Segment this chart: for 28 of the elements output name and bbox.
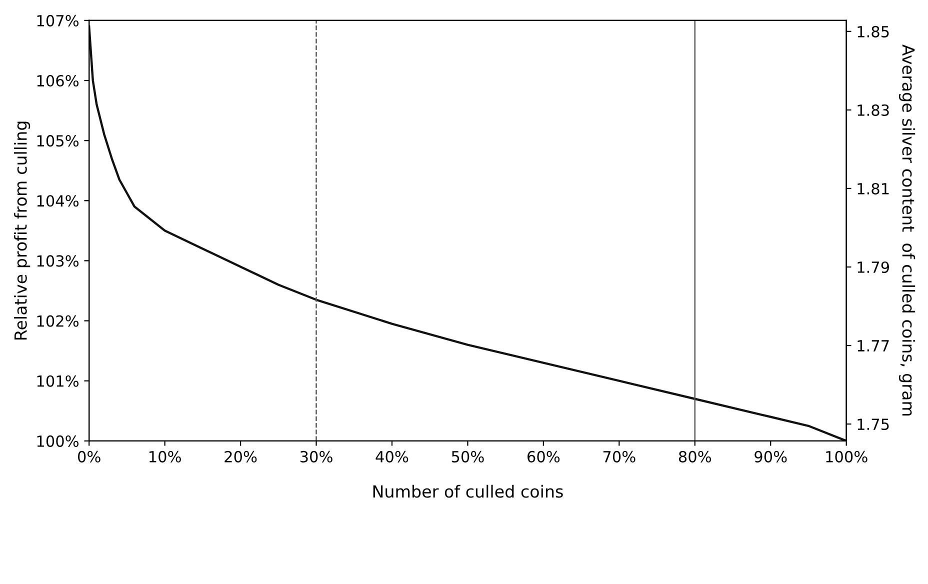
y-tick-label: 106% [37,74,79,87]
y-tick-label: 101% [37,375,79,387]
y2-tick-label: 1.75 [858,418,889,430]
x-tick-label: 40% [376,450,408,462]
y2-tick-label: 1.83 [858,104,889,116]
y-tick-label: 107% [37,14,79,26]
y2-tick-label: 1.85 [858,26,889,38]
x-axis-title: Number of culled coins [373,484,563,498]
x-tick-label: 10% [150,450,181,462]
x-tick-label: 0% [78,450,100,462]
x-tick-label: 20% [224,450,257,462]
x-tick-label: 80% [678,450,712,462]
y-tick-label: 104% [37,195,79,207]
y-tick-label: 103% [37,255,79,267]
x-tick-label: 60% [528,450,560,462]
y-axis-title: Relative profit from culling [14,122,30,340]
x-tick-label: 50% [452,450,484,462]
y2-tick-label: 1.81 [858,182,889,194]
y2-tick-label: 1.79 [858,261,889,274]
x-tick-label: 70% [603,450,636,462]
x-tick-label: 100% [826,450,868,462]
y-tick-label: 100% [37,435,79,447]
y2-axis-title: Average silver content of culled coins, gram [898,44,916,416]
x-tick-label: 30% [300,450,332,462]
y-tick-label: 102% [37,315,79,327]
x-tick-label: 90% [754,450,787,462]
y-tick-label: 105% [37,135,79,147]
y2-tick-label: 1.77 [858,340,889,352]
